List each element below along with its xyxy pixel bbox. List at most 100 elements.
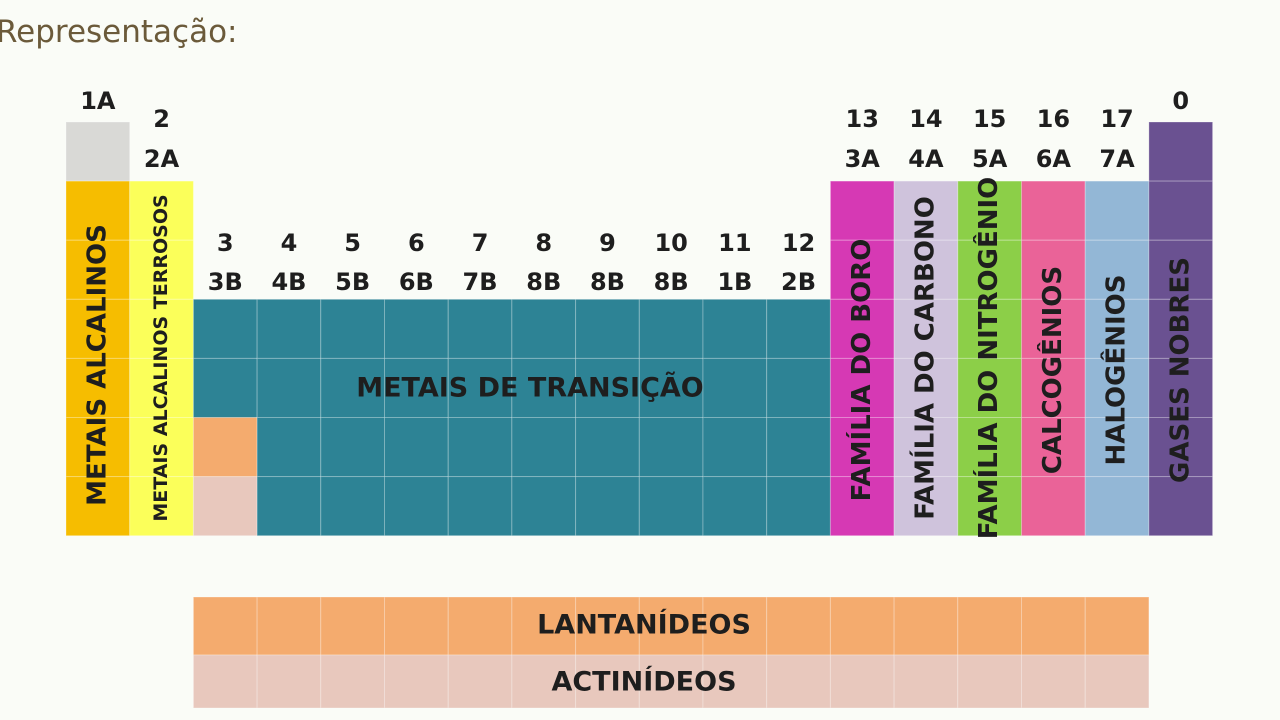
cell xyxy=(1148,476,1214,537)
group-label: 7A xyxy=(1099,145,1135,173)
cell xyxy=(957,476,1022,537)
lanthanide-cell xyxy=(957,596,1022,656)
lanthanide-cell xyxy=(638,596,704,656)
family-label: METAIS ALCALINOS xyxy=(82,224,112,506)
cell xyxy=(511,298,577,359)
cell xyxy=(256,298,322,359)
lanthanide-cell xyxy=(1084,596,1150,656)
cell xyxy=(638,298,704,359)
cell xyxy=(511,417,577,478)
cell xyxy=(511,357,577,418)
group-number: 17 xyxy=(1100,105,1133,133)
actinides-label: ACTINÍDEOS xyxy=(551,666,736,698)
group-label: 6B xyxy=(399,268,434,296)
cell xyxy=(829,180,895,241)
group-label: 3B xyxy=(208,268,243,296)
group-number: 6 xyxy=(408,229,425,257)
cell xyxy=(1148,239,1214,300)
cell xyxy=(575,298,640,359)
lanthanide-cell xyxy=(893,596,959,656)
group-number: 0 xyxy=(1172,87,1189,115)
cell xyxy=(192,417,258,478)
cell xyxy=(1084,298,1150,359)
cell xyxy=(829,357,895,418)
cell xyxy=(447,417,513,478)
cell xyxy=(320,417,385,478)
cell xyxy=(129,417,194,478)
cell xyxy=(575,417,640,478)
group-label: 2B xyxy=(781,268,816,296)
cell xyxy=(65,357,131,418)
family-label: CALCOGÊNIOS xyxy=(1036,266,1068,474)
group-number: 2 xyxy=(153,105,170,133)
cell xyxy=(129,357,194,418)
lanthanide-cell xyxy=(702,596,768,656)
actinide-cell xyxy=(447,654,513,709)
cell xyxy=(320,476,385,537)
actinide-cell xyxy=(320,654,385,709)
cell xyxy=(384,357,449,418)
cell xyxy=(638,476,704,537)
actinide-cell xyxy=(893,654,959,709)
cell xyxy=(766,357,831,418)
cell xyxy=(766,298,831,359)
actinide-cell xyxy=(829,654,895,709)
title: Representação: xyxy=(0,14,238,50)
group-label: 1B xyxy=(717,268,752,296)
cell xyxy=(893,476,959,537)
lanthanide-cell xyxy=(192,596,258,656)
cell xyxy=(575,357,640,418)
lanthanides-label: LANTANÍDEOS xyxy=(537,609,751,641)
cell xyxy=(447,476,513,537)
actinide-cell xyxy=(384,654,449,709)
group-number: 15 xyxy=(973,105,1006,133)
group-label: 8B xyxy=(654,268,689,296)
cell xyxy=(1148,417,1214,478)
group-label: 4B xyxy=(271,268,306,296)
cell xyxy=(447,298,513,359)
lanthanide-cell xyxy=(766,596,831,656)
group-number: 12 xyxy=(782,229,815,257)
cell xyxy=(1084,357,1150,418)
cell xyxy=(829,298,895,359)
actinide-cell xyxy=(192,654,258,709)
group-number: 16 xyxy=(1037,105,1070,133)
cell xyxy=(384,417,449,478)
group-number: 1A xyxy=(80,87,116,115)
group-number: 13 xyxy=(846,105,879,133)
cell xyxy=(1021,180,1086,241)
actinide-cell xyxy=(511,654,577,709)
family-label: FAMÍLIA DO CARBONO xyxy=(908,196,940,520)
family-label: HALOGÊNIOS xyxy=(1100,275,1132,466)
lanthanide-cell xyxy=(829,596,895,656)
cell xyxy=(129,180,194,241)
actinide-cell xyxy=(957,654,1022,709)
group-number: 9 xyxy=(599,229,616,257)
cell xyxy=(65,417,131,478)
cell xyxy=(766,476,831,537)
cell xyxy=(1021,417,1086,478)
family-label: GASES NOBRES xyxy=(1165,257,1195,483)
actinide-cell xyxy=(1021,654,1086,709)
group-number: 5 xyxy=(344,229,361,257)
actinide-cell xyxy=(256,654,322,709)
cell xyxy=(829,417,895,478)
group-label: 5A xyxy=(972,145,1008,173)
group-label: 8B xyxy=(526,268,561,296)
actinide-cell xyxy=(575,654,640,709)
group-number: 4 xyxy=(281,229,298,257)
group-label: 4A xyxy=(908,145,944,173)
cell xyxy=(65,239,131,300)
cell xyxy=(829,239,895,300)
cell xyxy=(192,298,258,359)
cell xyxy=(575,476,640,537)
group-number: 14 xyxy=(909,105,942,133)
transition-label: METAIS DE TRANSIÇÃO xyxy=(356,372,704,404)
cell xyxy=(384,476,449,537)
cell xyxy=(384,298,449,359)
cell xyxy=(957,239,1022,300)
family-label: FAMÍLIA DO NITROGÊNIO xyxy=(972,177,1004,540)
group-label: 6A xyxy=(1036,145,1072,173)
group-label: 5B xyxy=(335,268,370,296)
cell xyxy=(957,180,1022,241)
